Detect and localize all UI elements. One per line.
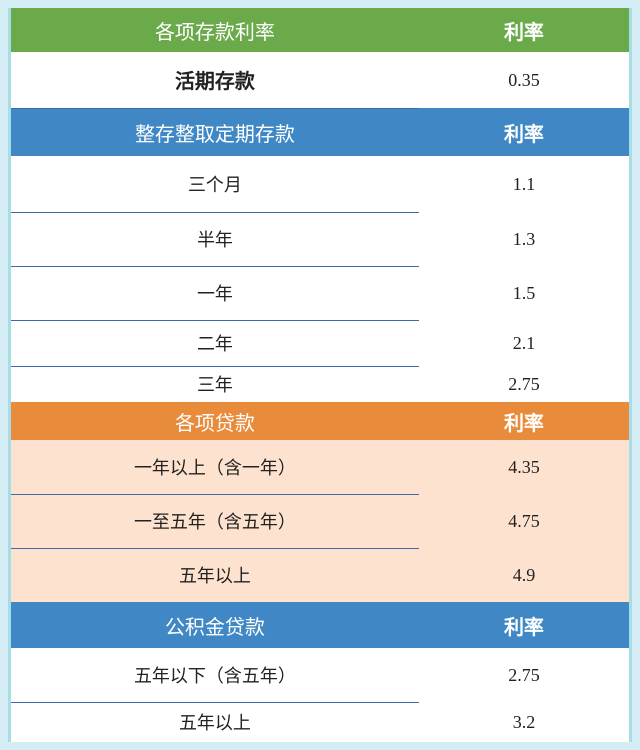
row-label: 一年 <box>11 266 419 320</box>
row-label: 一至五年（含五年） <box>11 494 419 548</box>
table-row: 三个月 1.1 <box>11 156 629 212</box>
row-rate: 1.3 <box>419 212 629 266</box>
row-rate: 4.9 <box>419 548 629 602</box>
table-row: 半年 1.3 <box>11 212 629 266</box>
rate-header: 利率 <box>419 402 629 440</box>
rate-header: 利率 <box>419 108 629 156</box>
demand-deposit-row: 活期存款 0.35 <box>11 52 629 108</box>
rate-header: 利率 <box>419 8 629 52</box>
section-header-fund-loans: 公积金贷款 利率 <box>11 602 629 648</box>
row-label: 一年以上（含一年） <box>11 440 419 494</box>
table-row: 五年以下（含五年） 2.75 <box>11 648 629 702</box>
row-rate: 1.1 <box>419 156 629 212</box>
row-rate: 4.75 <box>419 494 629 548</box>
row-rate: 4.35 <box>419 440 629 494</box>
row-label: 五年以下（含五年） <box>11 648 419 702</box>
section-title: 各项存款利率 <box>11 8 419 52</box>
table-row: 一年 1.5 <box>11 266 629 320</box>
table-row: 五年以上 3.2 <box>11 702 629 742</box>
table-row: 一至五年（含五年） 4.75 <box>11 494 629 548</box>
table-row: 五年以上 4.9 <box>11 548 629 602</box>
table-row: 一年以上（含一年） 4.35 <box>11 440 629 494</box>
section-header-deposit: 各项存款利率 利率 <box>11 8 629 52</box>
section-title: 整存整取定期存款 <box>11 108 419 156</box>
section-title: 各项贷款 <box>11 402 419 440</box>
row-label: 半年 <box>11 212 419 266</box>
row-rate: 3.2 <box>419 702 629 742</box>
table-row: 二年 2.1 <box>11 320 629 366</box>
rate-table: 各项存款利率 利率 活期存款 0.35 整存整取定期存款 利率 三个月 1.1 … <box>11 8 629 742</box>
row-rate: 1.5 <box>419 266 629 320</box>
section-header-time-deposit: 整存整取定期存款 利率 <box>11 108 629 156</box>
section-title: 公积金贷款 <box>11 602 419 648</box>
row-rate: 0.35 <box>419 52 629 108</box>
row-rate: 2.75 <box>419 366 629 402</box>
row-rate: 2.1 <box>419 320 629 366</box>
row-label: 五年以上 <box>11 548 419 602</box>
table-row: 三年 2.75 <box>11 366 629 402</box>
row-rate: 2.75 <box>419 648 629 702</box>
rate-table-frame: 各项存款利率 利率 活期存款 0.35 整存整取定期存款 利率 三个月 1.1 … <box>8 8 632 742</box>
row-label: 五年以上 <box>11 702 419 742</box>
row-label: 二年 <box>11 320 419 366</box>
section-header-loans: 各项贷款 利率 <box>11 402 629 440</box>
row-label: 三个月 <box>11 156 419 212</box>
rate-header: 利率 <box>419 602 629 648</box>
row-label: 三年 <box>11 366 419 402</box>
row-label: 活期存款 <box>11 52 419 108</box>
